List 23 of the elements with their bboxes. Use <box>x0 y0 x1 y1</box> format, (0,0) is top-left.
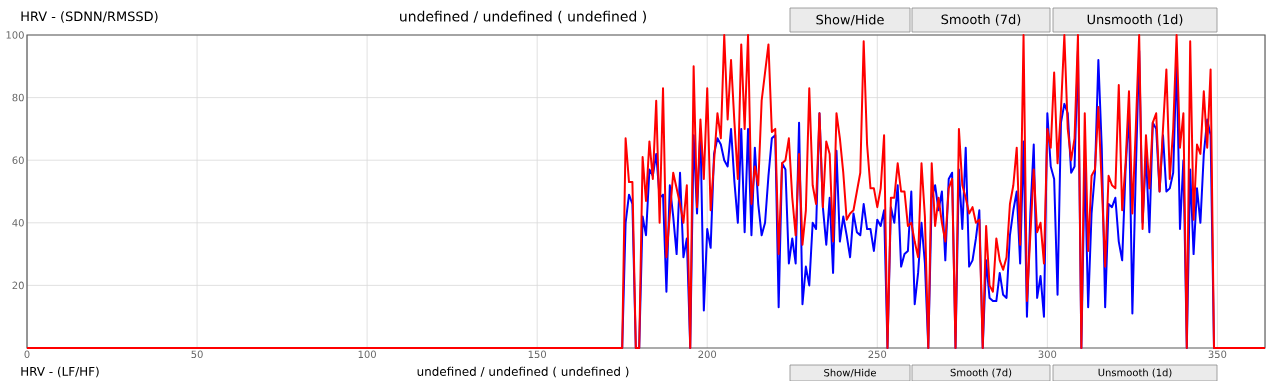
text: Smooth (7d) <box>941 14 1021 26</box>
y-tick-label: 40 <box>12 219 24 227</box>
text: Unsmooth (1d) <box>1087 14 1183 26</box>
y-tick-label: 80 <box>12 93 24 102</box>
text: Smooth (7d) <box>950 368 1012 378</box>
x-tick-label: 350 <box>1208 350 1227 359</box>
x-tick-label: 200 <box>698 350 717 359</box>
x-tick-label: 150 <box>528 350 547 359</box>
y-tick-label: 20 <box>12 281 24 290</box>
chart-title: HRV - (SDNN/RMSSD) <box>21 11 158 23</box>
text: Show/Hide <box>824 368 876 378</box>
chart-subtitle: undefined / undefined ( undefined ) <box>400 10 646 24</box>
x-tick-label: 100 <box>358 350 376 359</box>
x-tick-label: 0 <box>24 350 30 359</box>
y-tick-label: 100 <box>6 31 24 39</box>
text: HRV - (LF/HF) <box>21 366 99 378</box>
x-tick-label: 300 <box>1038 350 1057 359</box>
y-tick-label: 60 <box>12 156 24 164</box>
text: Show/Hide <box>816 14 884 26</box>
text: Unsmooth (1d) <box>1098 368 1172 378</box>
x-tick-label: 250 <box>868 350 887 359</box>
text: undefined / undefined ( undefined ) <box>417 366 629 378</box>
x-tick-label: 50 <box>191 350 203 359</box>
